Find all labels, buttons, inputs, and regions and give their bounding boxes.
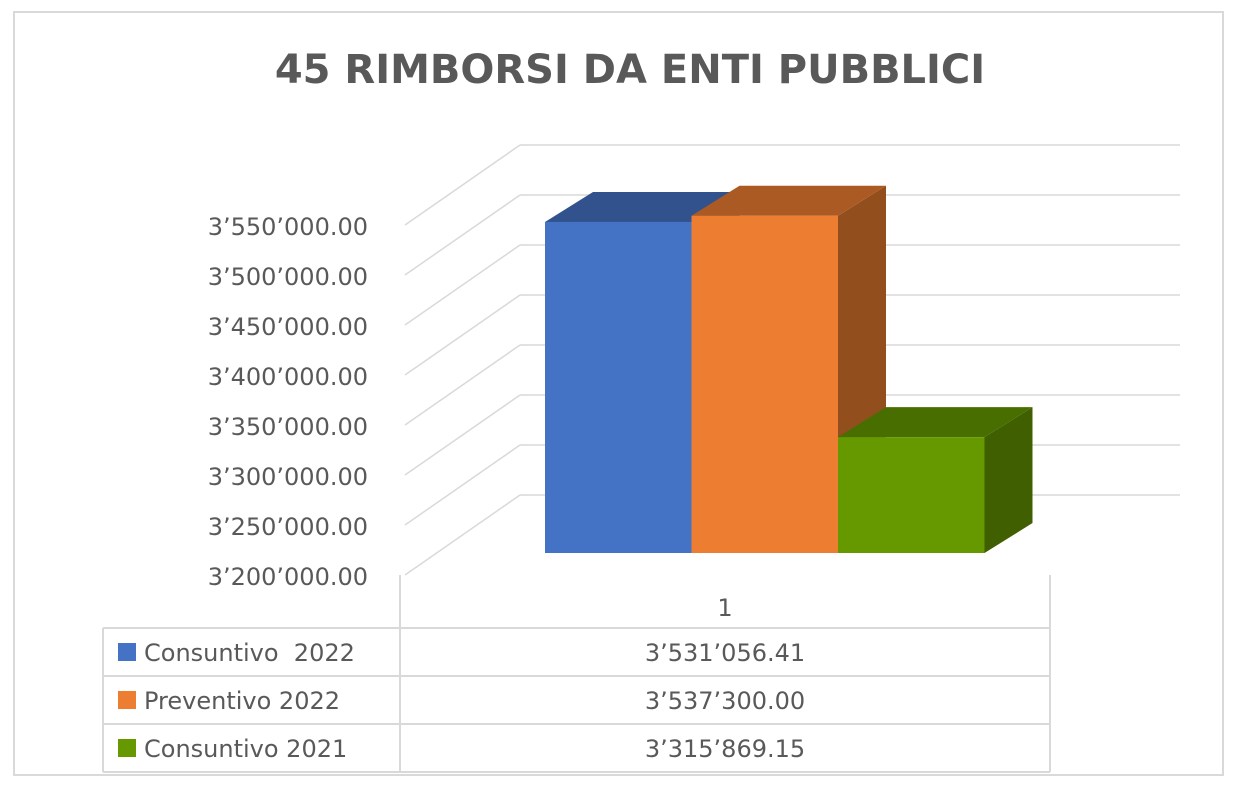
x-tick-label: 1 [717, 594, 732, 622]
grid-line [404, 194, 521, 276]
bar [545, 221, 692, 553]
grid-line [404, 144, 521, 226]
legend-label: Consuntivo 2021 [144, 735, 347, 763]
y-tick-label: 3’450’000.00 [208, 313, 368, 341]
grid-line [404, 294, 521, 376]
y-tick-label: 3’500’000.00 [208, 263, 368, 291]
bar-top [838, 407, 1033, 438]
grid-line [404, 494, 521, 576]
y-tick-label: 3’350’000.00 [208, 413, 368, 441]
bar-top [691, 185, 886, 216]
grid-line [404, 444, 521, 526]
legend-label: Consuntivo 2022 [144, 639, 355, 667]
grid-line [404, 394, 521, 476]
bar-side [984, 407, 1033, 553]
legend-swatch [118, 691, 136, 709]
chart-title: 45 RIMBORSI DA ENTI PUBBLICI [275, 47, 985, 93]
legend-label: Preventivo 2022 [144, 687, 340, 715]
y-tick-label: 3’250’000.00 [208, 513, 368, 541]
bar [838, 437, 985, 553]
grid-line [404, 344, 521, 426]
legend-swatch [118, 643, 136, 661]
grid-line [404, 244, 521, 326]
y-tick-label: 3’400’000.00 [208, 363, 368, 391]
bar-top [545, 191, 740, 222]
legend-swatch [118, 739, 136, 757]
y-tick-label: 3’200’000.00 [208, 563, 368, 591]
value-label: 3’531’056.41 [645, 639, 805, 667]
value-label: 3’315’869.15 [645, 735, 805, 763]
value-label: 3’537’300.00 [645, 687, 805, 715]
bar [691, 215, 838, 553]
y-tick-label: 3’550’000.00 [208, 213, 368, 241]
y-tick-label: 3’300’000.00 [208, 463, 368, 491]
